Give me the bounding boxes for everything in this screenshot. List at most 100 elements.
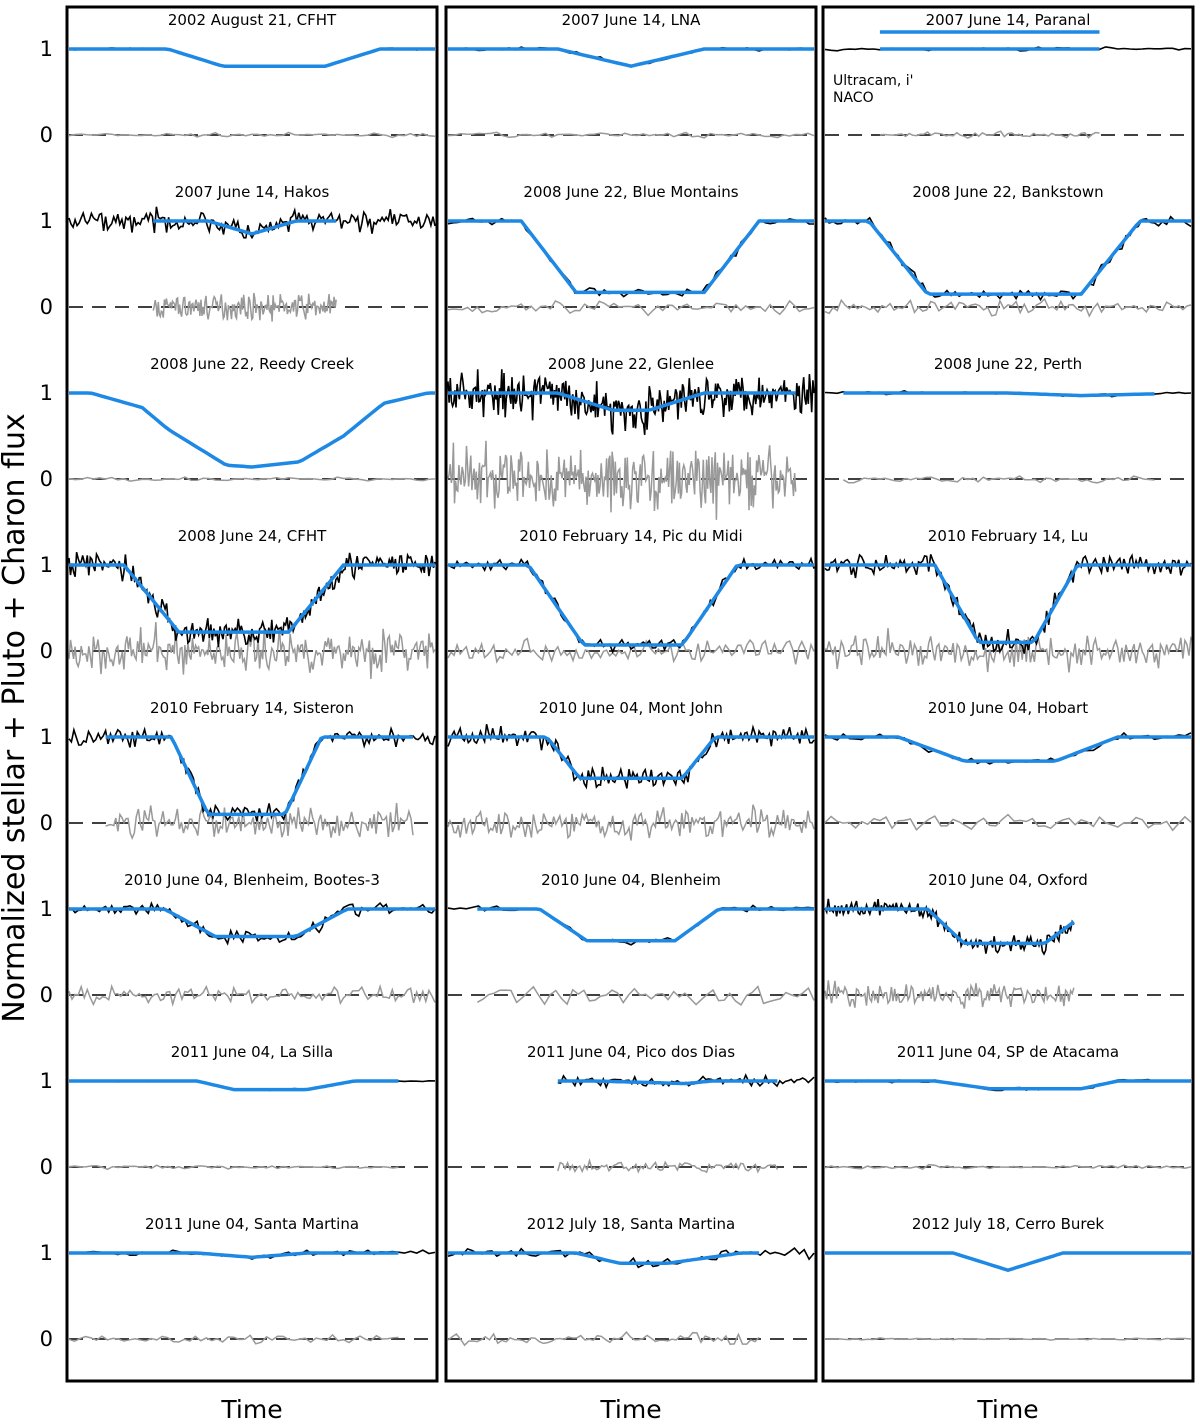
- residuals-line: [824, 1337, 1192, 1341]
- model-fit-line: [448, 563, 814, 647]
- model-fit-line: [448, 391, 796, 412]
- lightcurve-panel: 2007 June 14, Hakos: [68, 183, 436, 322]
- lightcurve-panel: 2011 June 04, La Silla: [68, 1043, 436, 1171]
- panel-title: 2010 June 04, Oxford: [928, 871, 1088, 889]
- model-fit-line: [477, 907, 814, 943]
- lightcurve-panel: 2010 June 04, Oxford: [824, 871, 1191, 1009]
- y-tick-label: 1: [40, 37, 53, 61]
- y-tick-label: 1: [40, 725, 53, 749]
- model-fit-line: [69, 563, 435, 634]
- y-tick-group: 1 0 1 0 1 0 1 0 1 0 1 0 1 0 1 0: [40, 37, 53, 1351]
- observed-flux-line: [447, 217, 815, 298]
- panel-title: 2011 June 04, Pico dos Dias: [527, 1043, 735, 1061]
- residuals-line: [152, 292, 337, 322]
- panel-title: 2010 June 04, Blenheim, Bootes-3: [124, 871, 380, 889]
- instrument-annotation: Ultracam, i': [833, 73, 914, 89]
- lightcurve-panel: 2008 June 22, Reedy Creek: [68, 355, 436, 482]
- panel-title: 2008 June 22, Perth: [934, 355, 1082, 373]
- observed-flux-line: [447, 904, 815, 946]
- model-fit-line: [448, 735, 814, 781]
- panel-title: 2008 June 24, CFHT: [178, 527, 327, 545]
- lightcurve-panel: 2012 July 18, Santa Martina: [447, 1215, 815, 1347]
- y-tick-label: 1: [40, 381, 53, 405]
- panel-title: 2010 February 14, Pic du Midi: [519, 527, 742, 545]
- y-tick-label: 1: [40, 209, 53, 233]
- lightcurve-panel: 2010 June 04, Mont John: [447, 699, 815, 841]
- observed-flux-line: [68, 206, 436, 240]
- model-fit-line: [69, 1251, 399, 1259]
- residuals-line: [824, 813, 1192, 832]
- panel-frame: [444, 5, 818, 1383]
- residuals-line: [824, 628, 1192, 673]
- y-tick-label: 0: [40, 1327, 53, 1351]
- y-tick-label: 0: [40, 639, 53, 663]
- lightcurve-panel: 2011 June 04, Pico dos Dias: [448, 1043, 815, 1174]
- lightcurve-panel: 2010 February 14, Lu: [824, 527, 1192, 673]
- panel-title: 2010 February 14, Sisteron: [150, 699, 354, 717]
- observed-flux-line: [447, 369, 815, 435]
- model-fit-line: [825, 1251, 1191, 1272]
- panel-title: 2007 June 14, LNA: [562, 11, 702, 29]
- lightcurve-panel: 2002 August 21, CFHT: [68, 11, 436, 139]
- residuals-line: [68, 622, 436, 680]
- model-fit-line: [557, 1079, 778, 1086]
- residuals-line: [824, 980, 1075, 1009]
- lightcurve-panel: 2008 June 22, Glenlee: [447, 355, 815, 520]
- observed-flux-line: [824, 215, 1192, 302]
- panel-title: 2010 June 04, Mont John: [539, 699, 723, 717]
- lightcurve-panel: 2010 February 14, Sisteron: [68, 699, 436, 840]
- observed-flux-line: [447, 556, 815, 654]
- residuals-line: [447, 131, 815, 139]
- residuals-line: [447, 299, 815, 317]
- panel-title: 2010 June 04, Blenheim: [541, 871, 721, 889]
- panel-title: 2007 June 14, Paranal: [926, 11, 1091, 29]
- lightcurve-panel: 2010 June 04, Blenheim: [447, 871, 815, 1006]
- model-fit-line: [843, 391, 1155, 398]
- panel-title: 2008 June 22, Reedy Creek: [150, 355, 354, 373]
- residuals-line: [842, 475, 1155, 484]
- model-fit-line: [153, 219, 337, 236]
- y-tick-label: 0: [40, 811, 53, 835]
- x-axis-label: Time: [220, 1395, 282, 1424]
- lightcurve-panel: 2012 July 18, Cerro Burek: [824, 1215, 1192, 1341]
- panel-frame: [65, 5, 439, 1383]
- model-fit-line: [448, 47, 814, 68]
- lightcurve-panel: 2008 June 24, CFHT: [68, 527, 436, 680]
- panel-title: 2008 June 22, Blue Montains: [523, 183, 738, 201]
- model-fit-line: [448, 219, 814, 295]
- model-fit-line: [825, 735, 1191, 763]
- residuals-line: [447, 1330, 760, 1347]
- panel-title: 2011 June 04, SP de Atacama: [897, 1043, 1119, 1061]
- residuals-line: [68, 1333, 399, 1345]
- panel-title: 2010 June 04, Hobart: [928, 699, 1088, 717]
- residuals-line: [476, 985, 815, 1006]
- residuals-line: [447, 440, 797, 520]
- x-axis-label: Time: [976, 1395, 1038, 1424]
- residuals-line: [557, 1157, 779, 1174]
- y-tick-label: 0: [40, 123, 53, 147]
- model-fit-line: [69, 1079, 399, 1092]
- model-fit-line: [69, 907, 435, 939]
- panel-frame: [821, 5, 1195, 1383]
- lightcurve-panel: 2010 June 04, Hobart: [824, 699, 1192, 832]
- residuals-line: [105, 802, 414, 840]
- model-fit-line: [69, 391, 435, 469]
- observed-flux-line: [68, 725, 436, 822]
- lightcurve-panel: 2010 June 04, Blenheim, Bootes-3: [68, 871, 436, 1007]
- panel-title: 2011 June 04, Santa Martina: [145, 1215, 359, 1233]
- y-tick-label: 1: [40, 553, 53, 577]
- panel-title: 2008 June 22, Glenlee: [548, 355, 714, 373]
- model-fit-line: [825, 563, 1191, 645]
- panel-title: 2011 June 04, La Silla: [171, 1043, 334, 1061]
- y-tick-label: 0: [40, 295, 53, 319]
- instrument-annotation: NACO: [833, 90, 874, 106]
- y-axis-label: Normalized stellar + Pluto + Charon flux: [0, 413, 32, 1022]
- lightcurve-panel: 2011 June 04, Santa Martina: [68, 1215, 436, 1345]
- lightcurve-panel: 2008 June 22, Bankstown: [824, 183, 1192, 318]
- lightcurve-panel: 2008 June 22, Perth: [824, 355, 1192, 484]
- y-tick-label: 1: [40, 1241, 53, 1265]
- residuals-line: [824, 1163, 1192, 1171]
- observed-flux-line: [825, 1251, 1192, 1272]
- y-tick-label: 1: [40, 897, 53, 921]
- lightcurve-panel: 2008 June 22, Blue Montains: [447, 183, 815, 317]
